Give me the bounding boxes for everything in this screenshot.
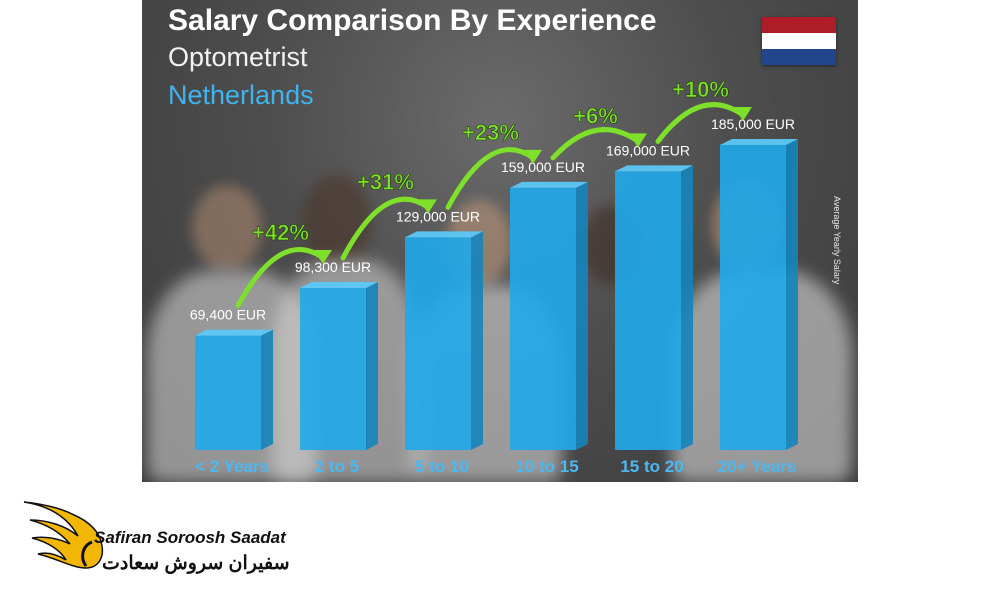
bar-value-label: 185,000 EUR: [711, 116, 795, 132]
y-axis-label: Average Yearly Salary: [832, 196, 842, 285]
bar-top: [720, 139, 798, 145]
increase-arrow: [550, 127, 641, 161]
bar: [510, 187, 576, 450]
increase-percent-label: +42%: [252, 220, 309, 245]
bar-side: [786, 139, 798, 450]
x-tick-label: 5 to 10: [415, 457, 469, 476]
chart-title: Salary Comparison By Experience: [168, 4, 657, 37]
bar-top: [405, 231, 483, 238]
increase-arrow: [655, 102, 746, 144]
increase-percent-label: +31%: [357, 169, 414, 194]
x-tick-label: 20+ Years: [718, 457, 797, 476]
netherlands-flag-icon: [762, 17, 836, 65]
company-logo: Safiran Soroosh Saadat سفیران سروش سعادت: [20, 496, 300, 586]
increase-arrowhead: [734, 107, 752, 121]
increase-arrowhead: [314, 249, 332, 264]
chart-subtitle: Optometrist: [168, 42, 308, 72]
increase-percent-label: +10%: [672, 77, 729, 102]
bar-value-label: 129,000 EUR: [396, 208, 480, 224]
bar-top: [510, 181, 588, 188]
bar: [615, 171, 681, 451]
bar: [720, 145, 786, 450]
flag-stripe-red: [762, 17, 836, 33]
x-tick-label: < 2 Years: [195, 457, 269, 476]
bar-side: [261, 329, 273, 450]
bar-side: [366, 281, 378, 450]
increase-arrow: [235, 247, 326, 309]
logo-name-english: Safiran Soroosh Saadat: [94, 528, 286, 547]
bar-top: [300, 281, 378, 288]
x-tick-label: 15 to 20: [620, 457, 683, 476]
chart-panel: 69,400 EUR < 2 Years 98,300 EUR 2 to 5 129,0…: [142, 0, 858, 482]
bar-value-label: 98,300 EUR: [295, 259, 371, 275]
background-person-head: [192, 185, 262, 270]
bar: [300, 287, 366, 450]
increase-percent-label: +23%: [462, 120, 519, 145]
bar-side: [576, 181, 588, 450]
swan-wing-logo-icon: [23, 501, 104, 569]
increase-arrowhead: [629, 133, 647, 148]
flag-stripe-blue: [762, 49, 836, 65]
chart-country: Netherlands: [168, 80, 314, 110]
bar: [405, 237, 471, 450]
logo-name-persian: سفیران سروش سعادت: [102, 553, 290, 574]
bar-side: [471, 231, 483, 450]
bar-value-label: 159,000 EUR: [501, 159, 585, 175]
increase-arrow: [340, 196, 431, 261]
bar-chart: 69,400 EUR < 2 Years 98,300 EUR 2 to 5 129,0…: [190, 77, 798, 476]
x-tick-label: 10 to 15: [515, 457, 578, 476]
increase-arrowhead: [419, 199, 437, 214]
x-tick-label: 2 to 5: [315, 457, 359, 476]
bar-side: [681, 165, 693, 451]
bar: [195, 335, 261, 450]
increase-arrow: [445, 147, 536, 210]
increase-arrowhead: [524, 149, 542, 164]
bar-value-label: 69,400 EUR: [190, 307, 266, 323]
flag-stripe-white: [762, 33, 836, 49]
bar-top: [195, 329, 273, 336]
increase-percent-label: +6%: [573, 103, 618, 128]
bar-top: [615, 165, 693, 172]
bar-value-label: 169,000 EUR: [606, 142, 690, 158]
